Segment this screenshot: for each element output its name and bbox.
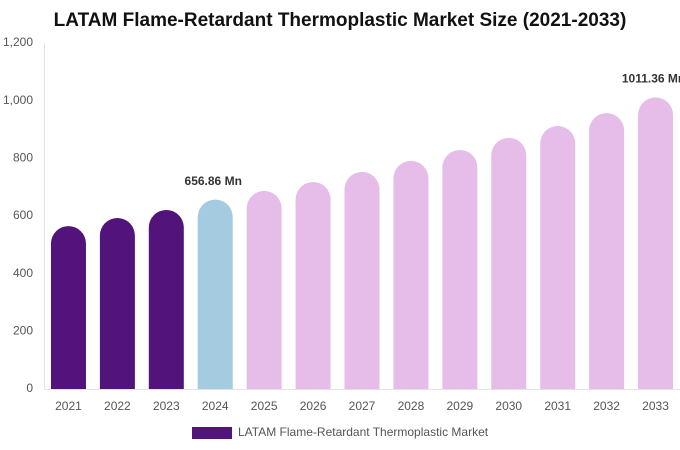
bar: [442, 149, 478, 389]
bar: [246, 190, 282, 389]
y-tick-label: 1,000: [3, 93, 33, 107]
y-tick-label: 1,200: [3, 35, 33, 49]
x-tick-label: 2033: [642, 399, 669, 413]
legend-label: LATAM Flame-Retardant Thermoplastic Mark…: [238, 425, 489, 439]
y-tick-label: 600: [13, 208, 33, 222]
x-tick-label: 2025: [251, 399, 278, 413]
x-tick-label: 2021: [55, 399, 82, 413]
x-tick-label: 2028: [398, 399, 425, 413]
bar: [99, 218, 135, 389]
y-tick-label: 800: [13, 151, 33, 165]
x-tick-label: 2029: [446, 399, 473, 413]
bar: [197, 199, 233, 389]
x-tick-label: 2022: [104, 399, 131, 413]
y-tick-label: 0: [26, 381, 33, 395]
bar: [344, 171, 380, 389]
chart-title: LATAM Flame-Retardant Thermoplastic Mark…: [54, 10, 627, 31]
x-tick-label: 2023: [153, 399, 180, 413]
bar: [295, 181, 331, 389]
x-tick-label: 2030: [495, 399, 522, 413]
bar: [148, 209, 184, 389]
legend-swatch: [192, 427, 232, 439]
y-tick-label: 200: [13, 324, 33, 338]
value-label: 656.86 Mn: [185, 174, 242, 188]
bar: [638, 97, 674, 389]
bar: [491, 137, 527, 389]
bar: [540, 126, 576, 389]
x-tick-label: 2026: [300, 399, 327, 413]
x-tick-label: 2024: [202, 399, 229, 413]
bar: [393, 160, 429, 389]
y-tick-label: 400: [13, 266, 33, 280]
value-label: 1011.36 Mn: [622, 72, 680, 86]
x-tick-label: 2032: [593, 399, 620, 413]
x-tick-label: 2031: [544, 399, 571, 413]
bar: [589, 113, 625, 389]
bar: [50, 226, 86, 389]
x-tick-label: 2027: [349, 399, 376, 413]
